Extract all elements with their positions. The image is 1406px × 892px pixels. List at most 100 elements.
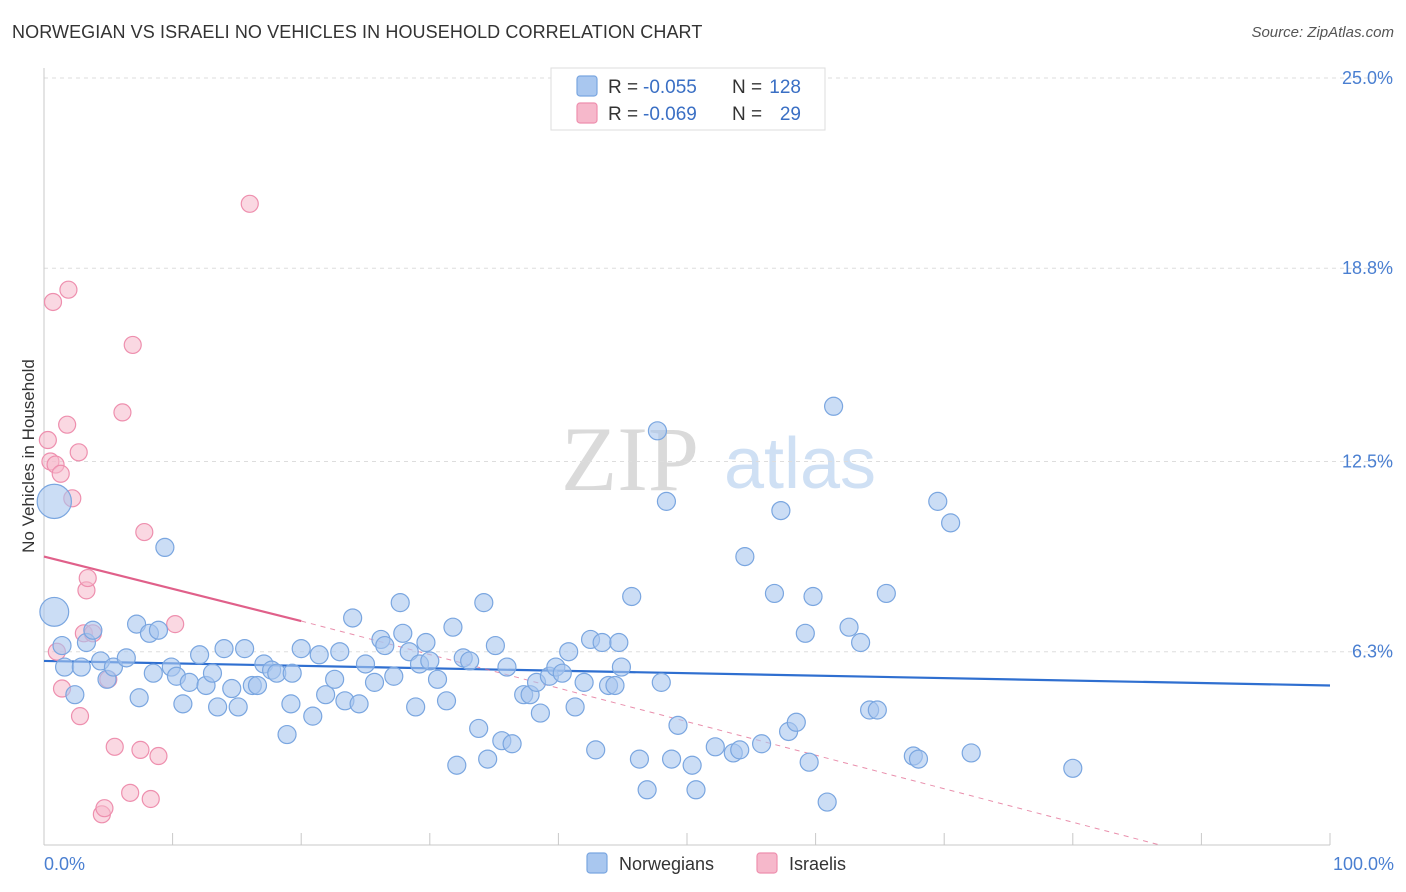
norwegian-point bbox=[316, 685, 336, 705]
norwegian-point bbox=[447, 755, 467, 775]
y-tick-label-1: 12.5% bbox=[1342, 452, 1393, 472]
series-swatch-norwegians bbox=[586, 852, 608, 874]
israeli-point bbox=[58, 415, 77, 434]
norwegian-point bbox=[474, 593, 494, 613]
norwegian-point bbox=[71, 657, 91, 677]
israeli-point bbox=[59, 280, 78, 299]
norwegian-point bbox=[330, 642, 350, 662]
israeli-point bbox=[78, 568, 97, 588]
israeli-point bbox=[240, 194, 259, 213]
series-legend: Norwegians Israelis bbox=[586, 852, 846, 874]
norwegian-point bbox=[751, 734, 772, 754]
norwegian-point bbox=[39, 596, 70, 627]
norwegian-point bbox=[202, 663, 223, 683]
norwegian-point bbox=[222, 678, 242, 699]
norwegian-point bbox=[552, 663, 572, 683]
norwegian-point bbox=[686, 780, 706, 800]
norwegian-point bbox=[824, 396, 844, 416]
israeli-point bbox=[121, 783, 140, 802]
norwegian-point bbox=[611, 657, 632, 677]
norwegian-point bbox=[622, 586, 642, 607]
norwegian-point bbox=[656, 491, 677, 511]
norwegian-point bbox=[647, 421, 668, 441]
norwegian-point bbox=[908, 749, 929, 769]
norwegian-point bbox=[208, 697, 228, 717]
norwegian-point bbox=[406, 697, 426, 717]
norwegian-point bbox=[586, 740, 606, 760]
gridlines bbox=[44, 77, 1394, 653]
norwegian-point bbox=[730, 740, 750, 760]
x-tick-label-100: 100.0% bbox=[1333, 854, 1394, 874]
norwegian-point bbox=[497, 657, 517, 677]
watermark: ZIP atlas bbox=[561, 408, 876, 510]
norwegian-point bbox=[349, 694, 369, 714]
legend-swatch-norwegian bbox=[576, 75, 598, 97]
norwegian-point bbox=[668, 715, 688, 735]
israeli-point bbox=[51, 464, 70, 483]
norwegian-point bbox=[941, 513, 961, 533]
israeli-point bbox=[69, 443, 88, 462]
israeli-point bbox=[43, 292, 63, 312]
series-label-norwegians: Norwegians bbox=[619, 854, 714, 874]
legend-n-label-israeli: N = bbox=[732, 104, 762, 125]
norwegian-point bbox=[867, 700, 887, 720]
y-tick-labels: 6.3% 12.5% 18.8% 25.0% bbox=[1342, 68, 1393, 662]
norwegian-point bbox=[303, 706, 323, 726]
norwegian-point bbox=[469, 718, 489, 739]
legend-r-label-israeli: R = bbox=[608, 104, 638, 125]
norwegian-point bbox=[735, 547, 755, 567]
trend-line-israelis bbox=[43, 555, 302, 623]
norwegian-point bbox=[214, 639, 234, 659]
israeli-point bbox=[113, 403, 132, 422]
norwegian-point bbox=[851, 632, 871, 653]
norwegian-point bbox=[384, 666, 404, 686]
norwegian-point bbox=[764, 583, 785, 604]
norwegian-point bbox=[530, 703, 550, 723]
israeli-point bbox=[149, 746, 168, 766]
israeli-point bbox=[141, 789, 160, 809]
norwegian-point bbox=[343, 608, 363, 628]
y-tick-label-3: 25.0% bbox=[1342, 68, 1393, 88]
norwegian-point bbox=[574, 672, 594, 692]
norwegian-point bbox=[52, 635, 72, 656]
y-tick-label-0: 6.3% bbox=[1352, 642, 1393, 662]
norwegian-point bbox=[282, 663, 302, 683]
israeli-point bbox=[95, 799, 114, 818]
norwegian-point bbox=[228, 697, 248, 717]
legend-r-value-norwegian: -0.055 bbox=[643, 77, 697, 98]
norwegian-point bbox=[637, 780, 657, 800]
israeli-point bbox=[123, 335, 142, 355]
series-label-israelis: Israelis bbox=[789, 854, 846, 874]
norwegian-point bbox=[179, 672, 199, 692]
norwegian-point bbox=[1063, 758, 1083, 778]
norwegian-point bbox=[502, 734, 522, 754]
norwegian-point bbox=[427, 669, 448, 689]
norwegian-point bbox=[393, 623, 413, 643]
norwegian-point bbox=[364, 672, 385, 692]
y-axis-label: No Vehicles in Household bbox=[19, 359, 38, 553]
norwegian-point bbox=[390, 593, 410, 613]
chart-title: NORWEGIAN VS ISRAELI NO VEHICLES IN HOUS… bbox=[12, 22, 703, 42]
norwegian-point bbox=[36, 483, 72, 520]
norwegian-point bbox=[795, 623, 815, 643]
norwegian-point bbox=[355, 654, 376, 674]
norwegian-point bbox=[786, 712, 806, 732]
norwegian-point bbox=[375, 635, 395, 656]
norwegian-point bbox=[399, 642, 419, 662]
legend-r-value-israeli: -0.069 bbox=[643, 104, 697, 125]
norwegian-point bbox=[173, 694, 193, 714]
israeli-point bbox=[131, 740, 150, 759]
norwegian-point bbox=[592, 632, 612, 653]
norwegian-point bbox=[83, 620, 103, 640]
watermark-zip: ZIP bbox=[561, 408, 699, 510]
norwegian-point bbox=[65, 685, 85, 705]
legend-n-value-norwegian: 128 bbox=[769, 77, 801, 98]
norwegian-point bbox=[416, 632, 436, 653]
norwegian-point bbox=[651, 672, 671, 692]
watermark-atlas: atlas bbox=[724, 424, 876, 504]
norwegian-point bbox=[682, 755, 702, 775]
norwegian-point bbox=[565, 697, 585, 717]
norwegian-point bbox=[325, 669, 345, 689]
trend-line-israelis-extension bbox=[301, 620, 1161, 846]
